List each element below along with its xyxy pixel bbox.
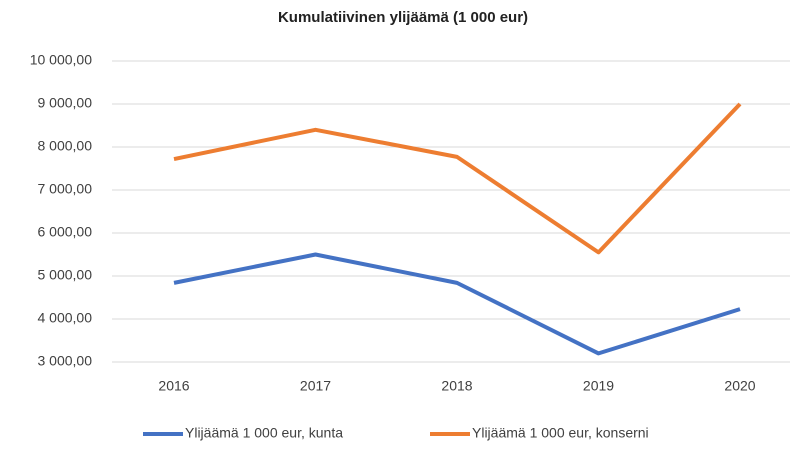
legend-label: Ylijäämä 1 000 eur, kunta [185,425,343,441]
x-tick-label: 2020 [724,378,755,394]
y-tick-label: 10 000,00 [30,52,92,68]
x-tick-label: 2018 [441,378,472,394]
y-tick-label: 3 000,00 [38,353,93,369]
y-tick-label: 7 000,00 [38,181,93,197]
y-tick-label: 4 000,00 [38,310,93,326]
y-tick-label: 5 000,00 [38,267,93,283]
x-tick-label: 2019 [583,378,614,394]
series-line [173,102,742,255]
chart-title: Kumulatiivinen ylijäämä (1 000 eur) [278,9,528,26]
y-tick-label: 6 000,00 [38,224,93,240]
y-tick-label: 8 000,00 [38,138,93,154]
x-tick-label: 2016 [158,378,189,394]
y-tick-label: 9 000,00 [38,95,93,111]
x-tick-label: 2017 [300,378,331,394]
legend-label: Ylijäämä 1 000 eur, konserni [472,425,649,441]
series-line [173,252,741,356]
